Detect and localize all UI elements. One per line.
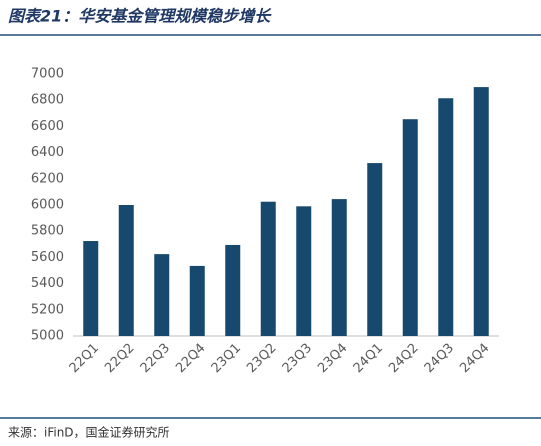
bar [473, 87, 489, 336]
bar [438, 98, 454, 336]
x-tick-label: 23Q1 [209, 341, 244, 376]
x-tick-label: 23Q3 [280, 341, 315, 376]
y-tick-label: 6400 [31, 145, 64, 160]
y-tick-label: 5600 [31, 250, 64, 265]
y-tick-label: 5400 [31, 276, 64, 291]
y-tick-label: 5000 [31, 329, 64, 344]
y-tick-label: 6600 [31, 119, 64, 134]
y-tick-label: 6800 [31, 93, 64, 108]
x-tick-label: 22Q4 [173, 341, 208, 376]
bar [296, 206, 312, 336]
bar [189, 265, 205, 336]
x-tick-label: 22Q3 [138, 341, 173, 376]
source-note: 来源：iFinD，国金证券研究所 [8, 425, 170, 440]
bar [367, 163, 383, 336]
y-tick-label: 5800 [31, 224, 64, 239]
y-tick-label: 6000 [31, 198, 64, 213]
bar [154, 254, 170, 336]
x-tick-label: 24Q4 [457, 341, 492, 376]
x-tick-label: 23Q4 [315, 341, 350, 376]
x-tick-label: 22Q2 [102, 341, 137, 376]
bar [331, 199, 347, 336]
bar [83, 241, 99, 336]
bar [402, 119, 418, 336]
x-tick-label: 24Q1 [351, 341, 386, 376]
y-tick-label: 5200 [31, 302, 64, 317]
x-tick-label: 24Q3 [422, 341, 457, 376]
y-tick-label: 6200 [31, 171, 64, 186]
bar [260, 201, 276, 336]
bar [118, 205, 134, 336]
x-tick-label: 24Q2 [386, 341, 421, 376]
chart-title: 图表21：华安基金管理规模稳步增长 [8, 7, 272, 26]
y-tick-label: 7000 [31, 67, 64, 82]
bar [225, 244, 241, 336]
x-tick-label: 22Q1 [67, 341, 102, 376]
x-tick-label: 23Q2 [244, 341, 279, 376]
